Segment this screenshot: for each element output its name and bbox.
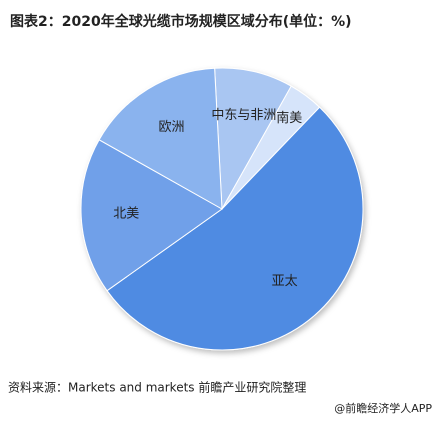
slice-label: 南美 — [276, 110, 302, 126]
slice-label: 欧洲 — [158, 120, 184, 135]
pie-slice — [214, 67, 292, 211]
slice-label: 北美 — [113, 207, 139, 222]
source: 资料来源：Markets and markets 前瞻产业研究院整理 — [8, 380, 306, 395]
pie-slice — [98, 67, 223, 210]
pie — [80, 67, 364, 351]
slice-label: 中东与非洲 — [211, 108, 276, 123]
slice-label: 亚太 — [272, 274, 298, 289]
chart-title: 图表2：2020年全球光缆市场规模区域分布(单位：%) — [10, 13, 352, 30]
pie-slice — [80, 139, 223, 292]
footer: @前瞻经济学人APP — [334, 401, 432, 415]
pie-slice — [106, 106, 364, 351]
